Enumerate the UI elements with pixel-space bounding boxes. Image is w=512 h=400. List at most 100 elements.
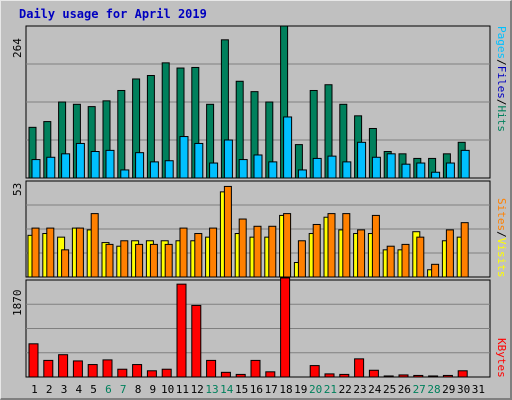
files-bar [386, 153, 396, 179]
kbytes-bar [428, 375, 439, 378]
hits-bar [117, 89, 126, 179]
kbytes-bar [309, 365, 320, 378]
kbytes-bar [117, 368, 128, 378]
files-bar [90, 151, 100, 179]
kbytes-bar [413, 374, 424, 378]
day-tick-label: 13 [205, 383, 218, 396]
kbytes-bar [58, 354, 69, 378]
legend-entry: Pages [495, 26, 508, 60]
kbytes-bar [28, 343, 39, 378]
day-tick-label: 9 [149, 383, 156, 396]
legend-kbytes: KBytes [495, 338, 508, 378]
kbytes-bar [354, 358, 365, 378]
sites-bar [460, 222, 469, 278]
sites-bar [120, 240, 129, 278]
sites-bar [209, 227, 218, 278]
sites-bar [327, 213, 336, 278]
kbytes-bar [146, 370, 157, 378]
chart-title: Daily usage for April 2019 [19, 7, 207, 21]
legend-entry: / [495, 59, 508, 66]
files-bar [445, 162, 455, 179]
day-tick-label: 17 [265, 383, 278, 396]
files-bar [105, 149, 115, 179]
sites-bar [164, 243, 173, 278]
files-bar [194, 142, 204, 179]
kbytes-bar [191, 304, 202, 378]
sites-bar [297, 240, 306, 278]
day-tick-label: 25 [383, 383, 396, 396]
sites-bar [75, 227, 84, 278]
files-bar [401, 163, 411, 179]
sites-bar [105, 243, 114, 278]
kbytes-bar [398, 374, 409, 378]
kbytes-bar [220, 371, 231, 378]
kbytes-bar [206, 359, 217, 378]
day-tick-label: 24 [368, 383, 382, 396]
legend-sites-visits: Sites/Visits [495, 198, 508, 278]
day-tick-label: 7 [120, 383, 127, 396]
sites-bar [31, 227, 40, 278]
day-tick-label: 16 [250, 383, 263, 396]
kbytes-bar [235, 373, 246, 378]
day-tick-label: 10 [161, 383, 174, 396]
files-bar [297, 169, 307, 179]
files-bar [431, 171, 441, 179]
kbytes-bar [72, 360, 83, 378]
sites-bar [179, 227, 188, 278]
files-bar [357, 141, 367, 179]
files-bar [371, 156, 381, 179]
kbytes-bar [102, 359, 113, 378]
files-bar [149, 161, 159, 179]
files-bar [120, 169, 130, 179]
files-bar [342, 161, 352, 179]
sites-bar [238, 218, 247, 278]
legend-pages-files-hits: Pages/Files/Hits [495, 26, 508, 132]
legend-entry: KBytes [495, 338, 508, 378]
files-bar [223, 139, 233, 179]
day-tick-label: 1 [31, 383, 38, 396]
day-tick-label: 4 [75, 383, 82, 396]
kbytes-bar [250, 359, 261, 378]
files-bar [416, 162, 426, 179]
kbytes-bar [383, 375, 394, 378]
day-tick-label: 11 [176, 383, 189, 396]
sites-bar [135, 243, 144, 278]
sites-bar [342, 213, 351, 278]
files-bar [460, 149, 470, 179]
day-tick-label: 27 [413, 383, 426, 396]
day-tick-label: 3 [61, 383, 68, 396]
legend-entry: Sites [495, 198, 508, 232]
files-bar [164, 160, 174, 179]
files-bar [283, 116, 293, 179]
day-tick-label: 30 [457, 383, 470, 396]
day-tick-label: 2 [46, 383, 53, 396]
files-bar [312, 157, 322, 179]
kbytes-bar [368, 369, 379, 378]
day-tick-label: 12 [191, 383, 204, 396]
sites-bar [61, 249, 70, 278]
day-tick-label: 23 [353, 383, 366, 396]
sites-bar [401, 243, 410, 278]
kbytes-bar [132, 364, 143, 378]
sites-bar [223, 185, 232, 278]
kbytes-bar [265, 371, 276, 378]
panel3-ymax-label: 1870 [11, 289, 24, 317]
kbytes-bar [161, 368, 172, 378]
files-bar [268, 161, 278, 179]
day-tick-label: 15 [235, 383, 248, 396]
files-bar [61, 153, 71, 179]
day-tick-label: 14 [220, 383, 234, 396]
files-bar [253, 154, 263, 179]
day-tick-label: 29 [442, 383, 455, 396]
sites-bar [312, 223, 321, 278]
sites-bar [357, 229, 366, 278]
files-bar [31, 159, 41, 179]
kbytes-bar [176, 283, 187, 378]
day-tick-label: 22 [339, 383, 352, 396]
sites-bar [431, 263, 440, 278]
kbytes-bar [339, 373, 350, 378]
legend-entry: Files [495, 65, 508, 99]
day-tick-label: 18 [279, 383, 292, 396]
kbytes-bar [442, 374, 453, 378]
